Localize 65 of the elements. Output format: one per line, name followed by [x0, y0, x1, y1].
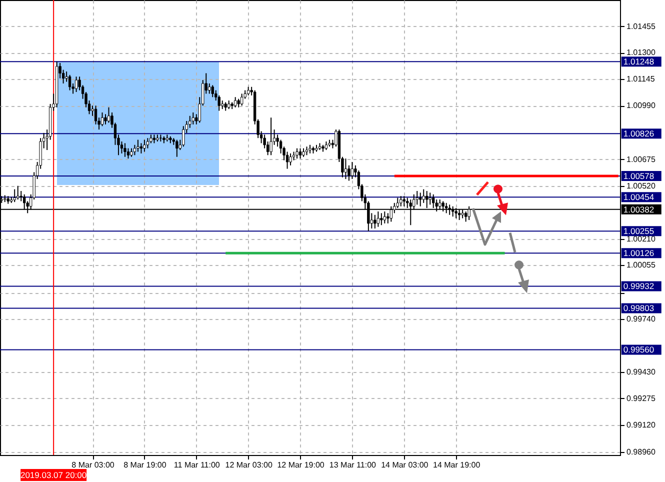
candlestick	[13, 188, 16, 203]
y-tick-label: 0.98960	[626, 448, 656, 457]
ref-line-label: 1.00126	[623, 248, 654, 258]
candlestick	[74, 76, 78, 92]
candlestick	[16, 185, 20, 200]
ref-line-label: 0.99932	[623, 281, 654, 292]
y-tick-label: 1.00210	[626, 234, 656, 244]
candlestick	[218, 94, 220, 112]
candlestick	[386, 212, 390, 224]
candlestick	[136, 139, 140, 152]
candlestick	[100, 112, 104, 127]
y-tick-label: 0.99275	[626, 394, 656, 403]
y-tick-label: 1.00990	[626, 101, 656, 110]
candlestick	[289, 152, 292, 166]
candlestick	[428, 192, 432, 206]
y-tick-label: 1.00520	[626, 181, 656, 190]
candlestick	[104, 114, 107, 125]
candlestick	[146, 138, 150, 149]
candlestick	[234, 96, 237, 108]
candlestick	[380, 212, 383, 226]
candlestick	[211, 84, 214, 98]
y-tick-label: 1.00675	[626, 154, 656, 164]
ref-line-label: 1.00382	[623, 204, 654, 214]
candlestick	[240, 93, 244, 106]
y-tick-label: 0.99120	[626, 420, 656, 430]
y-tick-label: 1.01300	[626, 48, 656, 58]
ref-line-label: 1.00454	[623, 192, 654, 202]
y-tick-label: 0.99740	[626, 314, 656, 324]
y-tick-label: 1.00055	[626, 260, 656, 270]
ref-line-label: 1.00826	[623, 128, 654, 139]
candlestick	[350, 161, 354, 180]
y-tick-label: 0.99430	[626, 367, 656, 376]
candlestick	[296, 148, 298, 160]
candlestick	[422, 188, 425, 204]
ref-line-label: 1.01248	[623, 56, 654, 67]
candlestick	[133, 144, 136, 156]
candlestick	[107, 106, 110, 124]
candlestick	[192, 112, 194, 125]
candlestick	[143, 139, 146, 152]
candlestick	[270, 117, 272, 156]
x-tick-label: 12 Mar 03:00	[225, 460, 273, 470]
ref-line-label: 1.00255	[623, 226, 654, 236]
candlestick	[402, 196, 406, 207]
candlestick	[68, 74, 72, 91]
x-tick-label: 13 Mar 11:00	[329, 460, 377, 470]
x-tick-label: 14 Mar 03:00	[381, 460, 429, 470]
x-tick-label: 14 Mar 19:00	[433, 460, 481, 470]
ref-line-label: 1.00578	[623, 170, 654, 181]
candlestick	[208, 82, 211, 94]
x-tick-label: 11 Mar 11:00	[174, 460, 220, 470]
ref-line-label: 0.99803	[623, 303, 654, 314]
y-tick-label: 1.01145	[626, 74, 656, 84]
candlestick	[344, 158, 348, 180]
x-tick-label: 12 Mar 19:00	[277, 460, 325, 470]
x-tick-label: 8 Mar 03:00	[72, 460, 115, 470]
candlestick	[374, 214, 376, 230]
x-tick-label: 8 Mar 19:00	[124, 460, 167, 470]
candlestick	[124, 142, 126, 158]
y-tick-label: 1.01455	[626, 22, 656, 31]
candlestick	[400, 196, 402, 207]
candlestick	[176, 139, 178, 158]
x-tick-label: 2019.03.07 20:00	[20, 470, 87, 480]
candlestick	[419, 192, 422, 207]
ref-line-label: 0.99560	[623, 344, 654, 355]
candlestick	[298, 148, 302, 160]
